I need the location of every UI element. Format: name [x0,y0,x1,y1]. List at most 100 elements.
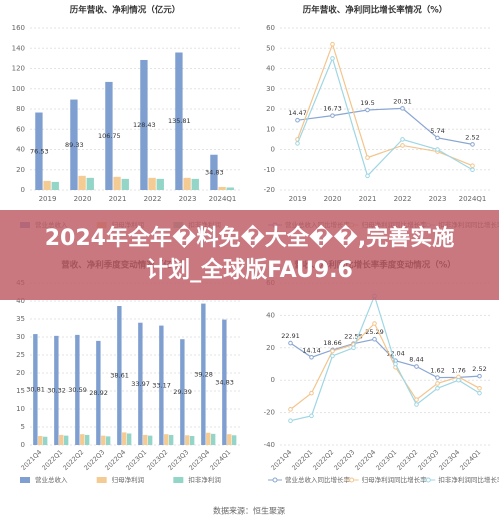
x-tick-label: 2023Q4 [187,448,211,472]
legend-swatch [96,477,107,483]
point [330,353,335,359]
bar [185,435,190,445]
y-tick-label: -20 [264,186,275,194]
y-tick-label: 25 [16,351,25,359]
bar [35,112,43,190]
banner-text: 2024年全年�料免�大全��,完善实施计划_全球版FAU9.6 [44,226,455,283]
line [290,338,480,379]
bar [84,434,90,445]
point [365,107,370,113]
point [470,167,475,173]
point [414,397,419,402]
data-label: 22.55 [344,333,363,341]
bar [183,177,191,190]
bar [189,436,195,445]
x-tick-label: 2023Q2 [145,448,169,472]
x-tick-label: 2022Q3 [82,448,106,472]
y-tick-label: 0 [271,146,275,154]
point [309,390,314,396]
y-tick-label: 20 [16,369,25,377]
data-label: 1.76 [451,366,465,374]
point [435,381,440,386]
y-tick-label: -40 [264,441,275,449]
x-tick-label: 2019 [39,195,57,203]
x-tick-label: 2023Q3 [166,448,190,472]
y-tick-label: 40 [16,297,25,305]
line [290,322,480,410]
point [400,143,405,148]
bar [86,177,94,190]
legend-swatch [173,477,184,483]
y-tick-label: 10 [16,405,25,413]
source: 数据来源：恒生聚源 [213,506,285,516]
x-tick-label: 2020 [324,195,342,203]
y-tick-label: -10 [264,166,275,174]
x-tick-label: 2022Q2 [311,448,335,472]
bar [210,433,216,445]
point [470,142,475,147]
point [288,407,293,412]
line [297,107,473,145]
x-tick-label: 2024Q1 [208,448,232,472]
point [470,163,475,168]
data-label: 22.91 [281,332,300,340]
data-label: 1.62 [430,367,444,375]
bar [201,303,206,445]
data-label: 25.29 [365,328,384,336]
y-tick-label: 40 [16,146,25,154]
bar [51,181,59,190]
bar [80,434,85,445]
x-tick-label: 2019 [289,195,307,203]
y-tick-label: 35 [16,315,25,323]
bar [159,325,164,445]
legend-label: 营业总收入同比增长率 [285,475,351,484]
point [414,364,419,369]
point [330,41,335,47]
bar [180,339,185,445]
point [330,56,335,61]
data-label: 20.31 [393,97,412,105]
x-tick-label: 2024Q1 [458,448,482,472]
y-tick-label: 15 [16,387,25,395]
x-tick-label: 2023Q1 [374,448,398,472]
bar [138,322,143,445]
point [372,336,377,342]
data-label: 16.73 [323,105,342,113]
bar [126,433,132,445]
bar [147,435,153,445]
y-tick-label: 30 [16,333,25,341]
point [400,106,405,111]
y-tick-label: 120 [12,65,25,73]
legend-swatch [425,477,431,483]
data-label: 33.97 [131,380,150,388]
bar [206,432,211,445]
x-tick-label: 2021Q4 [19,448,43,472]
x-tick-label: 2024Q1 [209,195,237,203]
y-tick-label: 5 [21,423,25,431]
y-tick-label: 20 [266,105,275,113]
legend-swatch [272,477,278,483]
legend-label: 营业总收入 [35,475,68,484]
bar [43,180,51,190]
data-label: 38.61 [110,372,129,380]
legend-label: 扣非净利润 [188,475,221,484]
y-tick-label: 20 [266,344,275,352]
bar [63,435,69,445]
y-tick-label: 60 [266,24,275,32]
bar [113,176,121,190]
bar [54,335,59,445]
line [290,294,480,422]
data-label: 14.14 [302,346,321,354]
data-label: 135.81 [168,117,191,125]
y-tick-label: 50 [266,44,275,52]
y-tick-label: 0 [21,441,25,449]
point [372,321,377,326]
data-label: 106.75 [98,132,121,140]
bar [70,99,78,190]
data-label: 29.39 [173,388,192,396]
point [435,386,440,391]
legend-swatch [20,477,30,483]
point [393,361,398,367]
